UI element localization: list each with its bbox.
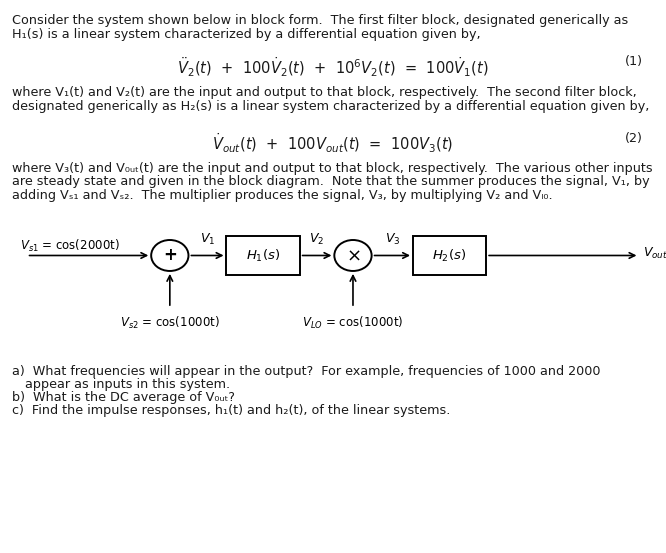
Text: $V_1$: $V_1$: [200, 232, 215, 247]
Text: where V₁(t) and V₂(t) are the input and output to that block, respectively.  The: where V₁(t) and V₂(t) are the input and …: [12, 86, 637, 99]
Text: $V_{LO}$ = cos(1000t): $V_{LO}$ = cos(1000t): [302, 315, 404, 331]
Text: $V_{s1}$ = cos(2000t): $V_{s1}$ = cos(2000t): [20, 238, 120, 254]
Text: +: +: [163, 247, 176, 264]
Text: $\times$: $\times$: [346, 247, 360, 264]
Bar: [226, 236, 300, 275]
Text: appear as inputs in this system.: appear as inputs in this system.: [25, 378, 230, 391]
Text: Consider the system shown below in block form.  The first filter block, designat: Consider the system shown below in block…: [12, 14, 628, 27]
Text: (1): (1): [625, 55, 643, 69]
Text: where V₃(t) and V₀ᵤₜ(t) are the input and output to that block, respectively.  T: where V₃(t) and V₀ᵤₜ(t) are the input an…: [12, 162, 653, 175]
Text: $H_1(s)$: $H_1(s)$: [246, 247, 280, 264]
Text: b)  What is the DC average of V₀ᵤₜ?: b) What is the DC average of V₀ᵤₜ?: [12, 391, 235, 404]
Text: $V_2$: $V_2$: [310, 232, 324, 247]
Text: c)  Find the impulse responses, h₁(t) and h₂(t), of the linear systems.: c) Find the impulse responses, h₁(t) and…: [12, 404, 450, 417]
Text: H₁(s) is a linear system characterized by a differential equation given by,: H₁(s) is a linear system characterized b…: [12, 28, 481, 41]
Bar: [413, 236, 486, 275]
Text: $H_2(s)$: $H_2(s)$: [432, 247, 467, 264]
Text: (2): (2): [625, 132, 643, 145]
Text: adding Vₛ₁ and Vₛ₂.  The multiplier produces the signal, V₃, by multiplying V₂ a: adding Vₛ₁ and Vₛ₂. The multiplier produ…: [12, 189, 553, 202]
Text: $V_{out}$: $V_{out}$: [643, 246, 666, 262]
Text: $\ddot{V}_2(t)$  +  100$\dot{V}_2(t)$  +  10$^6$$V_2(t)$  =  100$\dot{V}_1(t)$: $\ddot{V}_2(t)$ + 100$\dot{V}_2(t)$ + 10…: [177, 55, 489, 79]
Text: a)  What frequencies will appear in the output?  For example, frequencies of 100: a) What frequencies will appear in the o…: [12, 365, 601, 378]
Text: $V_{s2}$ = cos(1000t): $V_{s2}$ = cos(1000t): [120, 315, 220, 331]
Text: $V_3$: $V_3$: [384, 232, 400, 247]
Text: designated generically as H₂(s) is a linear system characterized by a differenti: designated generically as H₂(s) is a lin…: [12, 100, 649, 113]
Text: $\dot{V}_{out}(t)$  +  100$V_{out}(t)$  =  100$V_3(t)$: $\dot{V}_{out}(t)$ + 100$V_{out}(t)$ = 1…: [212, 132, 454, 155]
Text: are steady state and given in the block diagram.  Note that the summer produces : are steady state and given in the block …: [12, 175, 649, 189]
